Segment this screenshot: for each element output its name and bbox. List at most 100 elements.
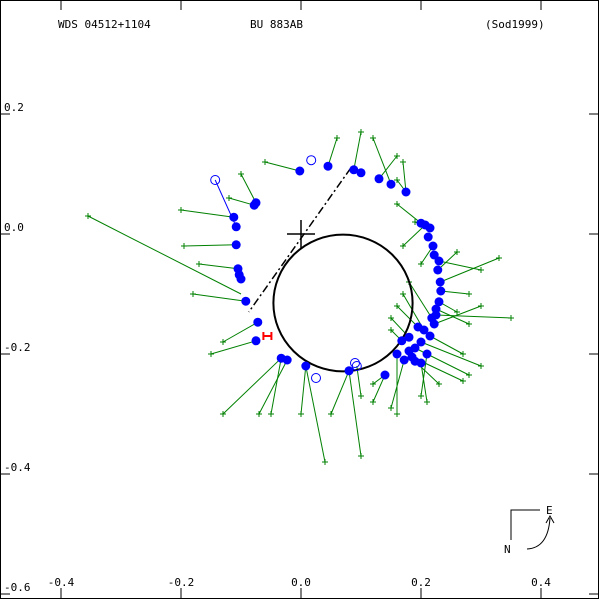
line-of-nodes bbox=[248, 167, 352, 313]
measurement-point bbox=[334, 135, 340, 141]
measurement-line bbox=[87, 215, 242, 295]
measurement-point bbox=[238, 171, 244, 177]
y-tick-label: -0.6 bbox=[4, 581, 31, 594]
measurement-line bbox=[440, 257, 500, 283]
measurement-point bbox=[394, 153, 400, 159]
filled-point bbox=[392, 349, 402, 359]
filled-point bbox=[349, 165, 359, 175]
measurement-line bbox=[180, 209, 234, 218]
x-tick-label: -0.2 bbox=[168, 576, 195, 589]
filled-point bbox=[295, 166, 305, 176]
measurement-line bbox=[396, 305, 419, 328]
filled-point bbox=[249, 200, 259, 210]
measurement-line bbox=[192, 293, 246, 302]
filled-point bbox=[380, 370, 390, 380]
measurement-point bbox=[394, 201, 400, 207]
filled-point bbox=[435, 277, 445, 287]
measurement-point bbox=[436, 381, 442, 387]
measurement-point bbox=[220, 411, 226, 417]
measurement-point bbox=[454, 309, 460, 315]
measurement-point bbox=[370, 135, 376, 141]
measurement-point bbox=[460, 351, 466, 357]
measurement-point bbox=[400, 243, 406, 249]
measurement-point bbox=[178, 207, 184, 213]
measurement-point bbox=[478, 267, 484, 273]
measurement-point bbox=[400, 291, 406, 297]
orbit-layer bbox=[248, 167, 414, 373]
measurement-line bbox=[390, 359, 405, 409]
measurement-line bbox=[183, 244, 237, 247]
measurement-line bbox=[378, 155, 398, 180]
measurement-line bbox=[434, 305, 482, 325]
measurement-point bbox=[388, 405, 394, 411]
measurement-point bbox=[424, 399, 430, 405]
measurement-point bbox=[466, 372, 472, 378]
filled-point bbox=[386, 179, 396, 189]
filled-point bbox=[397, 336, 407, 346]
measurement-point bbox=[508, 315, 514, 321]
filled-point bbox=[253, 317, 263, 327]
x-tick-label: 0.2 bbox=[411, 576, 431, 589]
data-points bbox=[210, 155, 446, 383]
filled-point bbox=[282, 355, 292, 365]
measurement-line bbox=[210, 340, 257, 355]
orbit-ellipse bbox=[272, 233, 414, 373]
header-left-label: WDS 04512+1104 bbox=[58, 18, 151, 31]
measurement-point bbox=[466, 291, 472, 297]
x-tick-label: -0.4 bbox=[48, 576, 75, 589]
filled-point bbox=[434, 297, 444, 307]
measurement-point bbox=[358, 393, 364, 399]
measurement-point bbox=[208, 351, 214, 357]
measurement-point bbox=[268, 411, 274, 417]
measurement-point bbox=[262, 159, 268, 165]
measurement-line bbox=[435, 308, 470, 325]
measurement-line bbox=[372, 137, 392, 185]
measurement-line bbox=[396, 203, 422, 224]
open-point bbox=[210, 175, 221, 185]
filled-point bbox=[428, 241, 438, 251]
filled-point bbox=[344, 366, 354, 376]
filled-point bbox=[416, 358, 426, 368]
filled-point bbox=[323, 161, 333, 171]
filled-point bbox=[413, 322, 423, 332]
filled-point bbox=[423, 232, 433, 242]
measurement-point bbox=[418, 393, 424, 399]
measurement-point bbox=[358, 453, 364, 459]
compass-frame bbox=[510, 509, 540, 540]
measurement-line bbox=[402, 224, 426, 247]
filled-point bbox=[301, 361, 311, 371]
filled-point bbox=[399, 355, 409, 365]
filled-point bbox=[401, 187, 411, 197]
open-point bbox=[350, 358, 360, 368]
measurement-line bbox=[330, 370, 350, 415]
measurement-point bbox=[466, 321, 472, 327]
x-tick-label: 0.0 bbox=[291, 576, 311, 589]
measurement-point bbox=[328, 411, 334, 417]
filled-point bbox=[436, 286, 446, 296]
filled-point bbox=[431, 304, 441, 314]
filled-point bbox=[229, 212, 239, 222]
filled-point bbox=[422, 349, 432, 359]
measurement-point bbox=[454, 249, 460, 255]
measurement-line bbox=[264, 161, 300, 172]
y-tick-label: 0.0 bbox=[4, 221, 24, 234]
measurement-line bbox=[408, 281, 433, 319]
measurement-line bbox=[420, 353, 428, 397]
measurement-point bbox=[358, 129, 364, 135]
filled-point bbox=[374, 174, 384, 184]
measurement-point bbox=[370, 381, 376, 387]
measurement-line bbox=[305, 365, 326, 463]
measurement-line bbox=[420, 341, 482, 367]
measurement-line bbox=[372, 374, 386, 403]
measurement-line bbox=[222, 357, 282, 415]
measurement-point bbox=[256, 411, 262, 417]
primary-star-marker bbox=[287, 220, 315, 248]
filled-point bbox=[416, 218, 426, 228]
measurement-line bbox=[420, 362, 428, 403]
measurement-point bbox=[196, 261, 202, 267]
measurement-point bbox=[181, 243, 187, 249]
measurement-point bbox=[394, 177, 400, 183]
open-point bbox=[306, 155, 317, 166]
